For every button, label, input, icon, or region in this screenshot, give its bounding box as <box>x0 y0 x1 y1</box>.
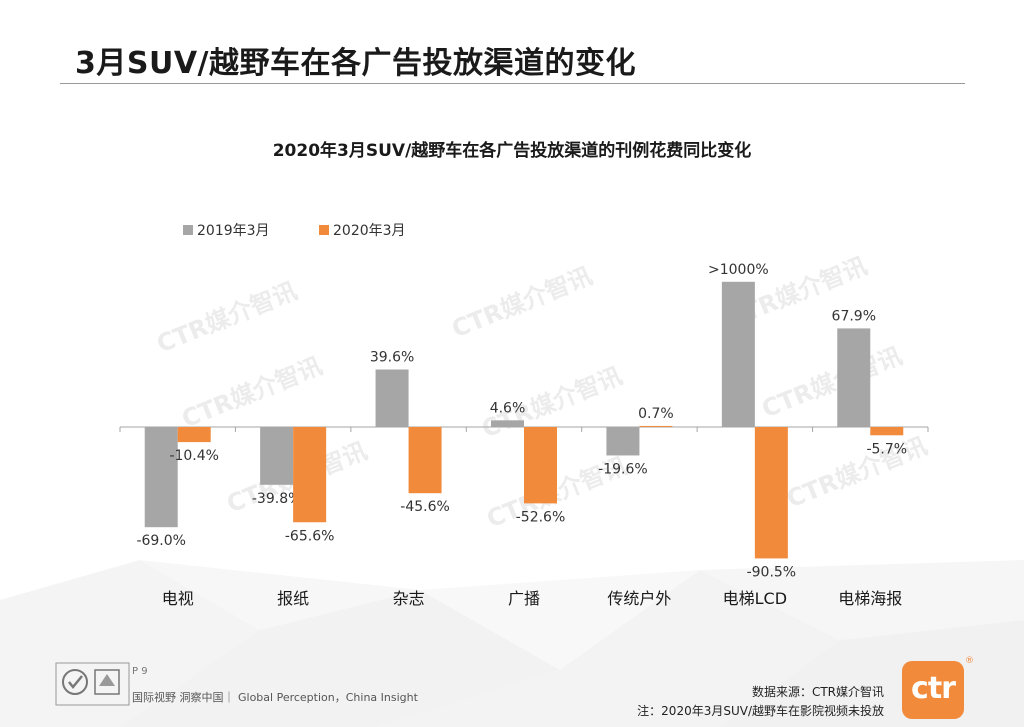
data-label: -19.6% <box>598 461 648 477</box>
data-label: -65.6% <box>285 528 335 544</box>
category-label: 电梯LCD <box>723 589 787 608</box>
data-label: >1000% <box>708 262 769 278</box>
background-pattern <box>0 560 1024 727</box>
source-notes: 数据来源：CTR媒介智讯 注：2020年3月SUV/越野车在影院视频未投放 <box>637 683 884 721</box>
data-label: 67.9% <box>832 308 876 324</box>
legend-swatch-2020 <box>319 225 329 235</box>
category-label: 杂志 <box>393 589 425 608</box>
watermark-text: CTR媒介智讯 <box>178 352 326 434</box>
category-label: 广播 <box>508 589 540 608</box>
data-source: 数据来源：CTR媒介智讯 <box>751 685 884 699</box>
bar-2019 <box>606 427 640 456</box>
data-label: -10.4% <box>169 448 219 464</box>
legend-swatch-2019 <box>183 225 193 235</box>
data-label: -69.0% <box>136 533 186 549</box>
category-label: 电梯海报 <box>838 589 902 608</box>
category-label: 报纸 <box>277 589 309 608</box>
bar-2020 <box>870 427 904 436</box>
bar-2019 <box>837 328 871 427</box>
tagline: 国际视野 洞察中国｜ Global Perception，China Insig… <box>132 691 418 704</box>
legend-label-2020: 2020年3月 <box>333 223 406 239</box>
bar-2020 <box>293 427 327 523</box>
category-label: 电视 <box>162 589 194 608</box>
data-label: 4.6% <box>490 400 526 416</box>
bar-2019 <box>375 369 409 427</box>
ctr-logo: ctr <box>902 661 964 719</box>
data-label: -39.8% <box>252 491 302 507</box>
data-label: 0.7% <box>638 406 674 422</box>
watermark-text: CTR媒介智讯 <box>758 342 906 424</box>
bar-2019 <box>260 427 294 485</box>
page-number: P 9 <box>132 666 148 677</box>
watermark-text: CTR媒介智讯 <box>783 432 931 514</box>
watermark-text: CTR媒介智讯 <box>448 262 596 344</box>
bar-2019 <box>721 281 755 427</box>
bar-2020 <box>408 427 442 494</box>
bar-2020 <box>524 427 557 504</box>
certification-logos <box>55 662 130 706</box>
page-title: 3月SUV/越野车在各广告投放渠道的变化 <box>75 46 637 81</box>
watermark-text: CTR媒介智讯 <box>153 277 301 359</box>
bar-2019 <box>491 420 524 427</box>
data-label: -90.5% <box>747 564 797 580</box>
category-label: 传统户外 <box>607 589 671 608</box>
legend-item-2019: 2019年3月 <box>183 220 270 240</box>
data-label: -52.6% <box>516 509 566 525</box>
bar-2020 <box>639 425 673 427</box>
legend-item-2020: 2020年3月 <box>319 220 406 240</box>
data-label: 39.6% <box>370 350 414 366</box>
data-label: -45.6% <box>400 499 450 515</box>
legend-label-2019: 2019年3月 <box>197 223 270 239</box>
bar-2019 <box>144 427 178 528</box>
data-label: -5.7% <box>866 441 907 457</box>
title-divider <box>60 83 965 84</box>
chart-title: 2020年3月SUV/越野车在各广告投放渠道的刊例花费同比变化 <box>272 141 752 161</box>
bar-2020 <box>754 427 788 559</box>
bar-2020 <box>177 427 211 443</box>
footnote: 注：2020年3月SUV/越野车在影院视频未投放 <box>637 704 884 718</box>
registered-mark: ® <box>965 656 974 666</box>
